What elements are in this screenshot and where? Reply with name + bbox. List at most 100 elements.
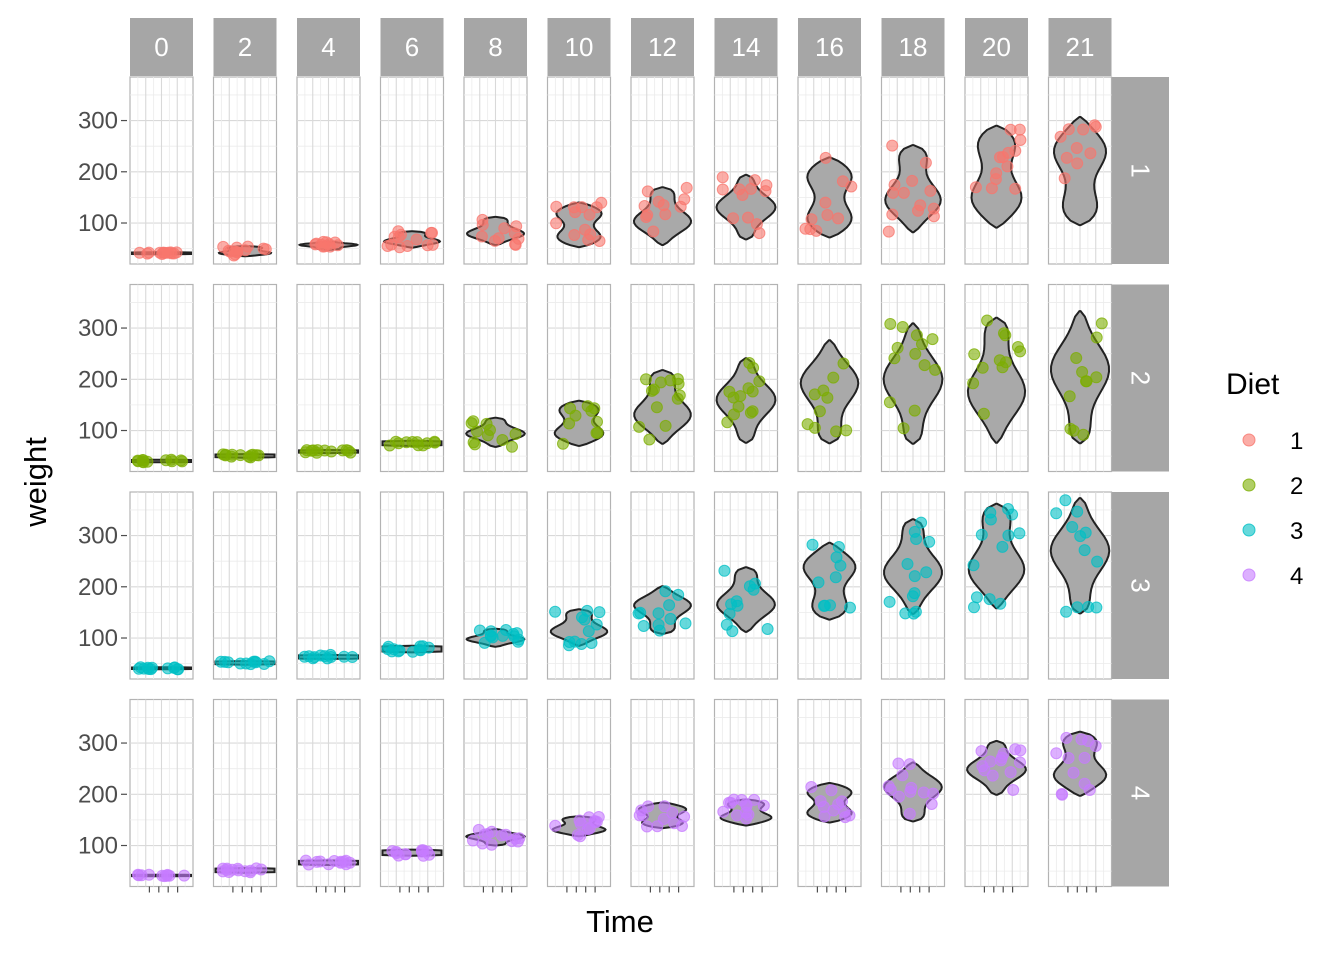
- data-point: [392, 849, 405, 862]
- data-point: [659, 419, 672, 432]
- data-point: [926, 333, 939, 346]
- facet-panel: [212, 491, 278, 680]
- data-point: [827, 371, 840, 384]
- data-point: [381, 240, 394, 252]
- data-point: [924, 184, 937, 197]
- data-point: [918, 359, 931, 372]
- facet-panel: [546, 491, 612, 680]
- facet-panel: [797, 283, 862, 473]
- data-point: [819, 151, 832, 164]
- data-point: [671, 373, 684, 386]
- data-point: [717, 805, 730, 818]
- legend-key: [1242, 568, 1256, 582]
- data-point: [994, 597, 1007, 610]
- data-point: [588, 402, 601, 415]
- data-point: [1063, 390, 1076, 403]
- data-point: [679, 617, 692, 630]
- data-point: [1012, 341, 1024, 353]
- row-strip: [1112, 77, 1169, 264]
- data-point: [908, 404, 921, 417]
- violin: [549, 608, 609, 647]
- data-point: [650, 401, 663, 414]
- data-point: [908, 587, 921, 600]
- data-point: [1078, 777, 1091, 790]
- data-point: [221, 862, 233, 875]
- data-point: [1078, 751, 1091, 764]
- data-point: [832, 212, 845, 225]
- column-strip: [881, 18, 945, 76]
- data-point: [1062, 123, 1075, 136]
- data-point: [830, 551, 843, 564]
- data-point: [967, 377, 980, 390]
- data-point: [1091, 555, 1104, 568]
- column-strip: [631, 18, 694, 76]
- data-point: [904, 785, 917, 798]
- data-point: [590, 815, 603, 828]
- data-point: [393, 644, 406, 657]
- data-point: [591, 426, 604, 439]
- data-point: [806, 538, 819, 551]
- data-point: [753, 375, 766, 388]
- data-point: [967, 559, 980, 572]
- data-point: [723, 607, 736, 620]
- data-point: [910, 533, 923, 545]
- data-point: [258, 658, 271, 670]
- column-strip: [1048, 18, 1112, 76]
- x-axis-title: Time: [586, 904, 654, 939]
- legend-label: 4: [1290, 563, 1303, 590]
- data-point: [818, 810, 831, 823]
- data-point: [821, 391, 834, 404]
- data-point: [1013, 527, 1026, 540]
- data-point: [506, 440, 518, 453]
- facet-panel: [463, 76, 528, 265]
- facet-panel: [797, 491, 862, 680]
- data-point: [302, 858, 315, 871]
- facet-panel: [546, 698, 612, 888]
- data-point: [426, 226, 438, 239]
- data-point: [897, 186, 910, 199]
- data-point: [984, 755, 997, 768]
- data-point: [476, 213, 489, 226]
- data-point: [908, 570, 921, 583]
- data-point: [732, 400, 745, 413]
- row-strip: [1112, 699, 1169, 887]
- data-point: [910, 329, 923, 342]
- data-point: [927, 202, 940, 215]
- data-point: [308, 651, 321, 664]
- data-point: [1002, 529, 1015, 542]
- data-point: [582, 625, 595, 638]
- data-point: [246, 448, 259, 461]
- data-point: [400, 436, 413, 449]
- data-point: [746, 385, 759, 398]
- data-point: [925, 798, 938, 810]
- data-point: [581, 604, 594, 617]
- data-point: [334, 855, 347, 868]
- row-strip-label: 4: [1126, 786, 1156, 800]
- data-point: [222, 656, 235, 669]
- facet-panel: [964, 491, 1029, 680]
- data-point: [891, 341, 904, 354]
- data-point: [1060, 605, 1073, 618]
- data-point: [1090, 371, 1103, 384]
- data-point: [636, 809, 649, 822]
- data-point: [1004, 123, 1017, 136]
- data-point: [884, 318, 897, 330]
- data-point: [509, 428, 522, 440]
- data-point: [1095, 317, 1108, 330]
- facet-panel: [630, 283, 695, 473]
- legend-key: [1242, 433, 1256, 447]
- data-point: [673, 389, 686, 402]
- data-point: [641, 185, 654, 198]
- data-point: [568, 229, 581, 241]
- facet-panel: [964, 76, 1029, 265]
- column-strip-label: 2: [238, 32, 252, 62]
- facet-panel: [129, 491, 194, 680]
- data-point: [1070, 352, 1083, 364]
- data-point: [219, 448, 232, 461]
- data-point: [882, 225, 895, 238]
- data-point: [896, 321, 909, 333]
- data-point: [883, 396, 896, 409]
- data-point: [651, 820, 664, 833]
- facet-panel: [212, 283, 278, 473]
- data-point: [975, 745, 988, 758]
